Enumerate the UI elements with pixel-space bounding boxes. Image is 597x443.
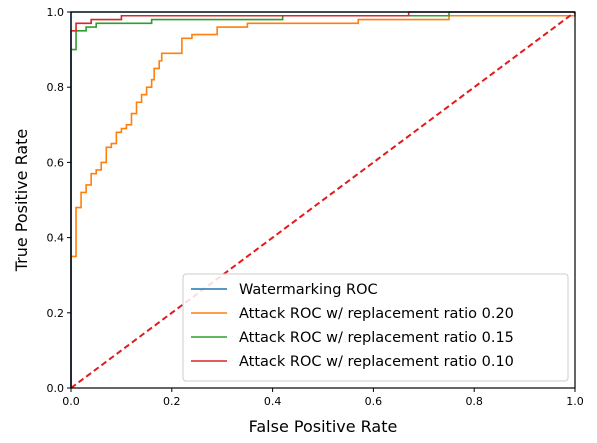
y-tick-label: 0.4 bbox=[47, 232, 65, 245]
legend-label: Attack ROC w/ replacement ratio 0.15 bbox=[239, 330, 514, 346]
series-line-1 bbox=[70, 12, 576, 388]
series-line-4 bbox=[70, 11, 576, 389]
y-tick-label: 0.2 bbox=[47, 307, 65, 320]
y-axis-title: True Positive Rate bbox=[12, 129, 31, 273]
y-tick-label: 1.0 bbox=[47, 6, 65, 19]
y-tick-label: 0.0 bbox=[47, 382, 65, 395]
legend-label: Watermarking ROC bbox=[239, 282, 378, 298]
legend: Watermarking ROC Attack ROC w/ replacemen… bbox=[182, 273, 569, 382]
x-tick-label: 0.0 bbox=[62, 395, 80, 408]
x-axis-title: False Positive Rate bbox=[249, 417, 398, 436]
y-tick-label: 0.8 bbox=[47, 81, 65, 94]
legend-label: Attack ROC w/ replacement ratio 0.20 bbox=[239, 306, 514, 322]
x-tick-label: 0.2 bbox=[163, 395, 181, 408]
legend-box bbox=[182, 273, 569, 382]
x-tick-label: 0.8 bbox=[465, 395, 483, 408]
x-tick-label: 0.6 bbox=[365, 395, 383, 408]
plot-frame bbox=[70, 11, 576, 389]
y-tick-label: 0.6 bbox=[47, 156, 65, 169]
x-tick-label: 0.4 bbox=[264, 395, 282, 408]
legend-label: Attack ROC w/ replacement ratio 0.10 bbox=[239, 354, 514, 370]
x-tick-label: 1.0 bbox=[566, 395, 584, 408]
series-line-3 bbox=[70, 11, 575, 388]
axes: 0.0 0.2 0.4 0.6 0.8 1.0 0.0 0.2 0.4 0.6 0.8 1.0 bbox=[47, 6, 584, 408]
